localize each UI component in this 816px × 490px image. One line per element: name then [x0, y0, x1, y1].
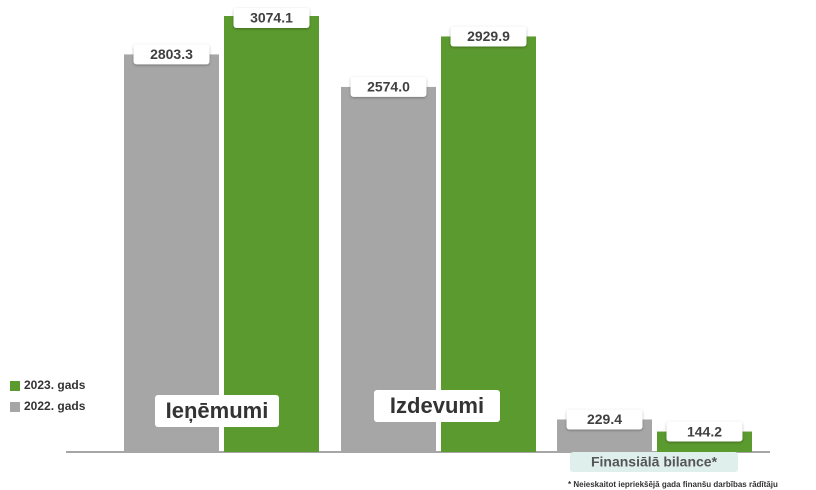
legend-swatch — [10, 402, 20, 412]
value-label-box — [450, 26, 527, 47]
bar — [224, 16, 319, 452]
value-label: 3074.1 — [250, 10, 293, 26]
value-label: 229.4 — [587, 411, 622, 427]
category-label-box — [570, 452, 738, 472]
legend-swatch — [10, 381, 20, 391]
bar — [441, 36, 536, 452]
value-label-box — [233, 8, 310, 28]
footnote: * Neieskaitot iepriekšējā gada finanšu d… — [568, 480, 778, 489]
category-label: Ieņēmumi — [166, 398, 269, 423]
value-label: 144.2 — [687, 423, 722, 439]
value-label: 2574.0 — [367, 79, 410, 95]
value-label-box — [666, 421, 743, 442]
value-label-box — [566, 409, 643, 430]
value-label: 2929.9 — [467, 28, 510, 44]
value-label: 2803.3 — [150, 46, 193, 62]
value-label-box — [350, 76, 427, 97]
category-label: Finansiālā bilance* — [591, 454, 718, 470]
legend-label: 2023. gads — [24, 378, 86, 392]
category-label: Izdevumi — [390, 393, 484, 418]
legend-label: 2022. gads — [24, 399, 86, 413]
category-label-box — [155, 395, 279, 427]
bar — [124, 54, 219, 453]
value-label-box — [133, 44, 210, 65]
category-label-box — [374, 390, 500, 422]
